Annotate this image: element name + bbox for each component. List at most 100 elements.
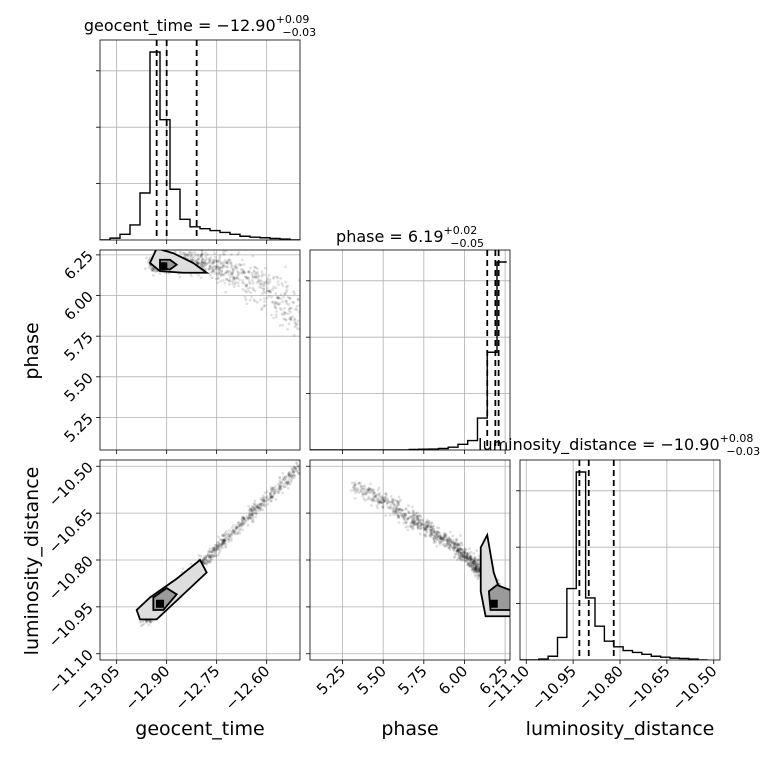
sample-point — [438, 542, 442, 546]
sample-point — [213, 548, 217, 552]
sample-point — [202, 264, 206, 268]
sample-point — [441, 536, 445, 540]
sample-point — [247, 270, 251, 274]
sample-point — [182, 247, 185, 250]
sample-point — [247, 270, 250, 274]
sample-point — [464, 548, 468, 552]
sample-point — [287, 477, 291, 481]
sample-point — [429, 528, 432, 531]
sample-point — [476, 563, 480, 567]
sample-point — [253, 289, 257, 293]
sample-point — [394, 510, 398, 513]
sample-point — [284, 318, 288, 322]
sample-point — [376, 493, 380, 496]
sample-point — [272, 492, 276, 496]
sample-point — [385, 502, 389, 506]
sample-point — [414, 518, 417, 522]
sample-point — [468, 555, 472, 559]
y-tick-label: −10.65 — [45, 505, 97, 557]
sample-point — [211, 260, 215, 264]
sample-point — [234, 526, 238, 530]
sample-point — [250, 509, 254, 513]
x-tick-label: 6.00 — [435, 662, 471, 698]
sample-point — [279, 484, 283, 488]
sample-point — [234, 526, 238, 530]
sample-point — [231, 269, 235, 273]
sample-point — [250, 520, 254, 523]
sample-point — [203, 267, 207, 271]
x-tick-label: −10.50 — [669, 662, 721, 714]
sample-point — [239, 267, 243, 271]
sample-point — [425, 524, 429, 527]
sample-point — [285, 285, 288, 289]
sample-point — [325, 338, 328, 341]
sample-point — [302, 460, 305, 463]
sample-point — [473, 562, 477, 566]
sample-point — [268, 289, 272, 293]
sample-point — [433, 535, 436, 539]
sample-point — [201, 260, 204, 264]
sample-point — [421, 519, 425, 523]
sample-point — [224, 544, 228, 548]
sample-point — [287, 322, 291, 326]
sample-point — [411, 520, 415, 524]
sample-point — [249, 517, 253, 520]
sample-point — [430, 532, 434, 536]
sample-point — [416, 525, 420, 529]
sample-point — [203, 561, 206, 565]
sample-point — [230, 530, 234, 533]
sample-point — [241, 270, 245, 274]
sample-point — [253, 506, 256, 510]
sample-point — [475, 569, 479, 573]
sample-point — [463, 550, 467, 554]
title-phase-plus: +0.02 — [444, 224, 478, 237]
sample-point — [188, 250, 192, 254]
sample-point — [140, 624, 143, 628]
sample-point — [426, 527, 430, 531]
sample-point — [457, 550, 461, 554]
sample-point — [206, 554, 209, 558]
sample-point — [242, 263, 246, 266]
sample-point — [200, 253, 204, 257]
sample-point — [260, 292, 264, 296]
sample-point — [409, 522, 413, 526]
sample-point — [225, 529, 228, 533]
sample-point — [202, 557, 206, 560]
sample-point — [456, 547, 460, 551]
sample-point — [367, 497, 371, 500]
sample-point — [384, 514, 387, 518]
sample-point — [438, 534, 441, 538]
sample-point — [281, 491, 285, 495]
sample-point — [390, 500, 394, 504]
sample-point — [374, 495, 378, 498]
sample-point — [198, 261, 201, 264]
sample-point — [223, 539, 227, 543]
sample-point — [197, 273, 201, 277]
sample-point — [219, 261, 223, 265]
sample-point — [369, 488, 373, 491]
sample-point — [281, 300, 284, 304]
sample-point — [274, 313, 278, 317]
sample-point — [217, 269, 221, 272]
sample-point — [287, 472, 291, 476]
sample-point — [258, 503, 262, 507]
sample-point — [458, 547, 462, 551]
sample-point — [211, 269, 215, 272]
sample-point — [440, 540, 444, 543]
sample-point — [204, 559, 208, 562]
sample-point — [312, 315, 315, 318]
sample-point — [293, 318, 296, 322]
sample-point — [423, 528, 427, 532]
sample-point — [391, 502, 395, 506]
sample-point — [255, 271, 258, 275]
sample-point — [449, 539, 452, 543]
sample-point — [149, 620, 153, 624]
sample-point — [257, 504, 261, 507]
sample-point — [224, 545, 228, 549]
sample-point — [336, 360, 339, 363]
sample-point — [459, 554, 463, 558]
sample-point — [263, 291, 267, 295]
sample-point — [255, 512, 259, 516]
sample-point — [204, 562, 207, 566]
sample-point — [332, 376, 335, 379]
